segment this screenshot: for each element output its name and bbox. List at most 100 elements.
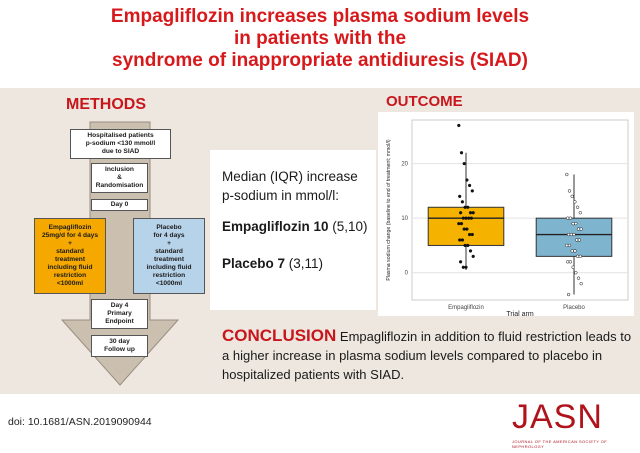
data-point	[570, 249, 574, 253]
box-day0-label: Day 0	[110, 201, 129, 208]
data-point	[567, 189, 572, 193]
conclusion-heading: CONCLUSION	[222, 326, 337, 345]
data-point	[460, 200, 465, 204]
data-point	[458, 194, 462, 199]
y-tick-label: 0	[405, 271, 409, 277]
box-hospitalised-line: Hospitalised patients	[87, 132, 154, 139]
box-inclusion: Inclusion & Randomisation	[91, 163, 148, 193]
outcome-heading: OUTCOME	[386, 93, 463, 110]
page-title: Empagliflozin increases plasma sodium le…	[0, 6, 640, 72]
data-point	[464, 265, 468, 269]
doi-text: doi: 10.1681/ASN.2019090944	[8, 416, 152, 428]
empa-result-iqr: (5,10)	[328, 219, 368, 234]
data-point	[578, 211, 582, 215]
data-point	[467, 183, 472, 188]
data-point	[462, 227, 466, 231]
empa-result-name: Empagliflozin 10	[222, 219, 329, 234]
data-point	[457, 123, 461, 128]
data-point	[573, 200, 577, 204]
data-point	[571, 265, 575, 269]
box-placebo-line: including fluid	[146, 264, 192, 271]
box-placebo: Placebo for 4 days + standard treatment …	[133, 218, 205, 294]
results-panel	[210, 150, 376, 310]
data-point	[459, 221, 464, 226]
data-point	[465, 227, 469, 231]
box-empa-line: Empagliflozin	[48, 224, 92, 231]
data-point	[565, 243, 569, 248]
data-point	[470, 189, 474, 193]
box-placebo-line: standard	[155, 248, 183, 255]
data-point	[463, 243, 467, 248]
box-empagliflozin: Empagliflozin 25mg/d for 4 days + standa…	[34, 218, 106, 294]
box-inclusion-line: Inclusion	[105, 166, 134, 173]
journal-full-name: JOURNAL OF THE AMERICAN SOCIETY OF NEPHR…	[512, 439, 608, 449]
data-point	[569, 232, 573, 237]
data-point	[465, 178, 469, 182]
box-empa-line: standard	[56, 248, 84, 255]
box-placebo-line: for 4 days	[153, 232, 185, 239]
title-line-1: Empagliflozin increases plasma sodium le…	[110, 6, 530, 27]
data-point	[466, 243, 470, 248]
data-point	[566, 292, 571, 297]
data-point	[462, 161, 466, 166]
placebo-result-name: Placebo 7	[222, 256, 286, 271]
data-point	[574, 271, 578, 275]
data-point	[463, 205, 467, 209]
journal-logo: JASN	[512, 398, 603, 436]
data-point	[575, 238, 579, 242]
box-day4-line: Primary	[107, 310, 132, 317]
data-point	[579, 227, 583, 231]
box-placebo-line: treatment	[153, 256, 185, 263]
box-day4: Day 4 Primary Endpoint	[91, 299, 148, 329]
box-plot: 0 10 20 Empagliflozin Placebo Trial arm Plasma…	[386, 119, 629, 318]
data-point	[576, 227, 581, 231]
box-placebo-line: <1000ml	[155, 280, 183, 287]
median-text: Median (IQR) increase p-sodium in mmol/l…	[222, 169, 358, 203]
data-point	[575, 205, 580, 209]
data-point	[468, 211, 473, 215]
box-empa-line: <1000ml	[56, 280, 84, 287]
data-point	[464, 216, 468, 220]
data-point	[570, 194, 574, 199]
data-point	[461, 265, 465, 269]
data-point	[565, 172, 569, 177]
data-point	[576, 276, 581, 280]
data-point	[566, 216, 570, 220]
data-point	[574, 221, 578, 226]
box-inclusion-line: Randomisation	[95, 182, 144, 189]
box-empa-line: including fluid	[47, 264, 93, 271]
data-point	[470, 232, 474, 237]
y-tick-label: 10	[401, 216, 408, 222]
box-hospitalised: Hospitalised patients p-sodium <130 mmol…	[70, 129, 171, 159]
placebo-result-iqr: (3,11)	[285, 256, 324, 271]
data-point	[467, 232, 472, 237]
methods-heading: METHODS	[66, 96, 146, 113]
data-point	[459, 151, 464, 155]
data-point	[461, 216, 465, 220]
box-day4-line: Day 4	[110, 302, 129, 309]
title-line-3: syndrome of inappropriate antidiuresis (…	[112, 50, 528, 71]
data-point	[457, 221, 461, 226]
data-point	[573, 249, 577, 253]
data-point	[572, 232, 576, 237]
box-placebo-line: restriction	[152, 272, 186, 279]
data-point	[460, 238, 465, 242]
outcome-chart-panel: 0 10 20 Empagliflozin Placebo Trial arm Plasma…	[378, 112, 634, 318]
data-point	[575, 254, 580, 259]
y-tick-label: 20	[401, 162, 408, 168]
empagliflozin-result: Empagliflozin 10 (5,10)	[222, 219, 368, 234]
data-point	[577, 238, 582, 242]
data-point	[471, 254, 475, 259]
box-followup-line: 30 day	[109, 338, 130, 345]
box-hospitalised-line: p-sodium <130 mmol/l	[85, 140, 156, 147]
x-tick-label: Placebo	[563, 305, 585, 311]
x-axis-label: Trial arm	[506, 311, 534, 316]
data-point	[568, 260, 573, 264]
conclusion: CONCLUSION Empagliflozin in addition to …	[222, 326, 632, 384]
y-axis-label: Plasma sodium change (baseline to end of…	[386, 139, 392, 281]
box-day4-line: Endpoint	[105, 318, 134, 325]
data-point	[571, 221, 575, 226]
title-line-2: in patients with the	[233, 28, 407, 49]
placebo-result: Placebo 7 (3,11)	[222, 256, 323, 271]
box-empa-line: +	[68, 240, 72, 247]
